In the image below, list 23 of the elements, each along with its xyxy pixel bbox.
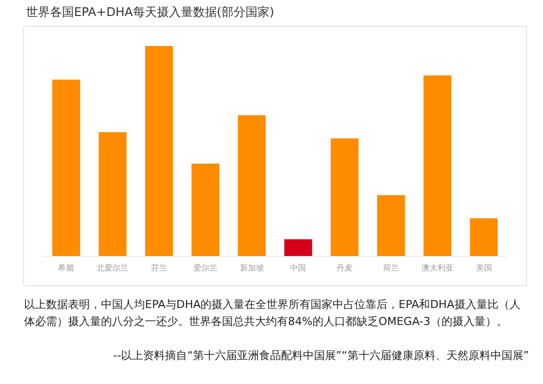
bar bbox=[191, 164, 220, 256]
bar bbox=[145, 46, 173, 256]
x-tick-label: 美国 bbox=[476, 264, 492, 272]
bar bbox=[238, 115, 266, 256]
x-tick-label: 新加坡 bbox=[240, 264, 264, 272]
x-tick-label: 北爱尔兰 bbox=[96, 264, 129, 272]
bar bbox=[52, 80, 80, 256]
x-tick-label: 希腊 bbox=[58, 264, 74, 272]
x-tick-label: 澳大利亚 bbox=[421, 264, 454, 272]
x-tick-label: 丹麦 bbox=[336, 264, 353, 272]
text: --以上资料摘自“第十六届亚洲食品配料中国展”“第十六届健康原料、天然原料中国展” bbox=[113, 348, 529, 363]
bar bbox=[284, 239, 312, 256]
bar bbox=[470, 218, 498, 256]
bar bbox=[423, 75, 452, 256]
text: 以上数据表明，中国人均EPA与DHA的摄入量在全世界所有国家中占位靠后，EPA和DHA摄入量比（人体必需）摄入量的八分之一还少。世界各国总共大约有84%的人口都缺乏OMEGA-3（的摄入量）。 bbox=[24, 297, 522, 330]
x-tick-label: 中国 bbox=[290, 264, 306, 272]
bar bbox=[377, 195, 405, 256]
chart-title: 世界各国EPA+DHA每天摄入量数据(部分国家) bbox=[26, 4, 274, 21]
bar bbox=[330, 138, 359, 256]
bar bbox=[98, 132, 127, 256]
x-tick-label: 爱尔兰 bbox=[193, 264, 218, 272]
x-tick-label: 荷兰 bbox=[383, 264, 399, 272]
x-tick-label: 芬兰 bbox=[151, 264, 167, 272]
